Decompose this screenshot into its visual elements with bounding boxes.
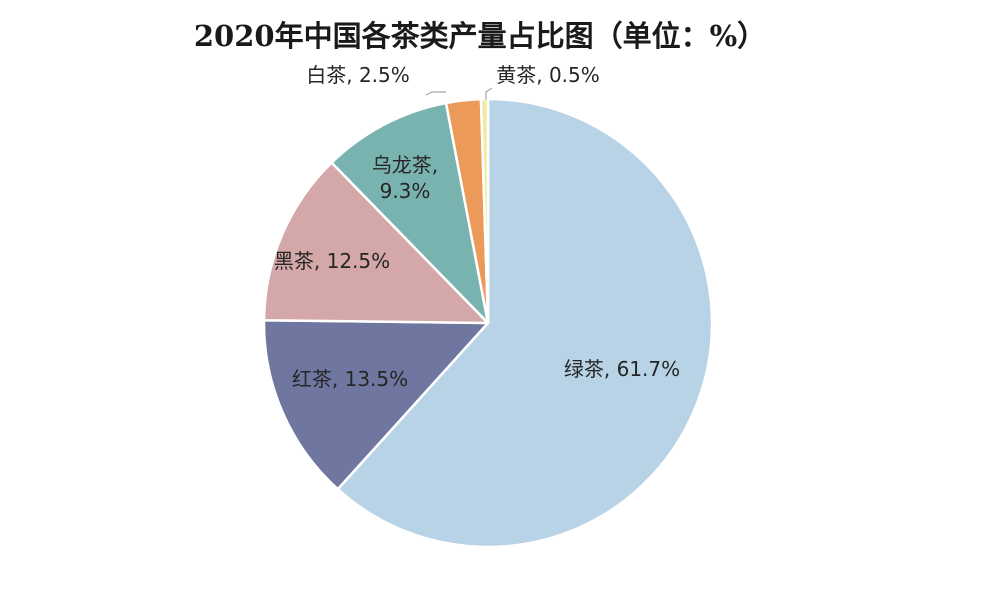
slices-layer (262, 97, 714, 549)
slice-label-6: 黄茶, 0.5% (496, 63, 600, 87)
slice-label-3: 黑茶, 12.5% (274, 249, 390, 273)
pie-slice-4 (330, 101, 490, 325)
leader-line-5 (425, 91, 446, 96)
slice-label-4: 乌龙茶, 9.3% (372, 153, 438, 203)
pie-slice-1 (336, 97, 714, 549)
labels-layer: 绿茶, 61.7% 红茶, 13.5% 黑茶, 12.5% 乌龙茶, 9.3% 白茶, 2… (274, 63, 680, 391)
leader-lines-layer (425, 87, 493, 100)
slice-label-5: 白茶, 2.5% (306, 63, 410, 87)
chart-title: 2020年中国各茶类产量占比图（单位：%） (194, 19, 766, 53)
leader-line-6 (485, 87, 493, 100)
slice-label-1: 绿茶, 61.7% (564, 357, 680, 381)
slice-label-2: 红茶, 13.5% (292, 367, 408, 391)
pie-slice-2 (262, 318, 490, 491)
pie-slice-6 (479, 97, 490, 325)
pie-slice-3 (262, 161, 490, 325)
